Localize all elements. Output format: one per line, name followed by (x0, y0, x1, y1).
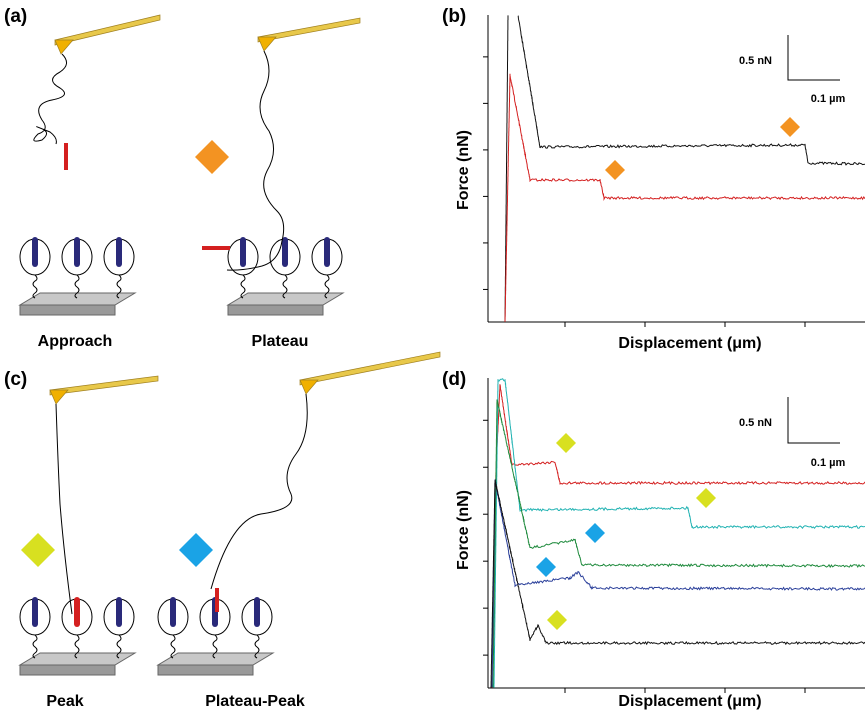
diamond-marker (556, 433, 576, 453)
domain (170, 597, 176, 627)
x-axis-label: Displacement (μm) (618, 335, 761, 352)
substrate (20, 305, 115, 315)
diamond-marker (605, 160, 625, 180)
panel-label: (b) (442, 6, 466, 27)
scale-label: 0.1 µm (811, 457, 846, 469)
y-axis-label: Force (nN) (455, 130, 472, 210)
linker (33, 275, 37, 298)
domain (32, 597, 38, 627)
panel-label: (d) (442, 369, 466, 390)
domain (282, 237, 288, 267)
domain (74, 237, 80, 267)
trace (494, 379, 865, 688)
substrate (228, 305, 323, 315)
scale-label: 0.1 µm (811, 93, 846, 105)
diamond-marker (195, 140, 229, 174)
substrate (20, 665, 115, 675)
caption: Plateau (252, 333, 309, 350)
tip (50, 390, 68, 404)
cantilever (300, 352, 440, 385)
tip (258, 37, 276, 51)
domain (74, 597, 80, 627)
polymer (56, 404, 72, 614)
diamond-marker (585, 523, 605, 543)
diamond-marker (179, 533, 213, 567)
x-axis-label: Displacement (μm) (618, 693, 761, 710)
domain (240, 237, 246, 267)
scale-bar (788, 35, 840, 80)
domain (324, 237, 330, 267)
domain (116, 597, 122, 627)
trace (491, 480, 865, 687)
scale-label: 0.5 nN (739, 55, 772, 67)
domain (254, 597, 260, 627)
caption: Approach (38, 333, 113, 350)
substrate (158, 665, 253, 675)
panel-label: (c) (4, 369, 27, 390)
diamond-marker (547, 610, 567, 630)
domain (32, 237, 38, 267)
caption: Plateau-Peak (205, 693, 305, 710)
y-axis-label: Force (nN) (455, 490, 472, 570)
polymer (211, 394, 307, 589)
scale-bar (788, 397, 840, 443)
diamond-marker (696, 488, 716, 508)
scale-label: 0.5 nN (739, 417, 772, 429)
trace (492, 384, 865, 688)
polymer (227, 51, 284, 270)
polymer (34, 54, 67, 144)
trace (518, 16, 865, 165)
diamond-marker (536, 557, 556, 577)
domain (116, 237, 122, 267)
linker (33, 635, 37, 658)
diamond-marker (780, 117, 800, 137)
diamond-marker (21, 533, 55, 567)
linker (171, 635, 175, 658)
trace (505, 74, 865, 322)
linker (241, 275, 245, 298)
panel-label: (a) (4, 6, 27, 27)
tip (300, 380, 318, 394)
figure: (a) (b) (c) (d) Approach Plateau Peak Pl… (0, 0, 865, 712)
caption: Peak (46, 693, 83, 710)
tip (55, 40, 73, 54)
